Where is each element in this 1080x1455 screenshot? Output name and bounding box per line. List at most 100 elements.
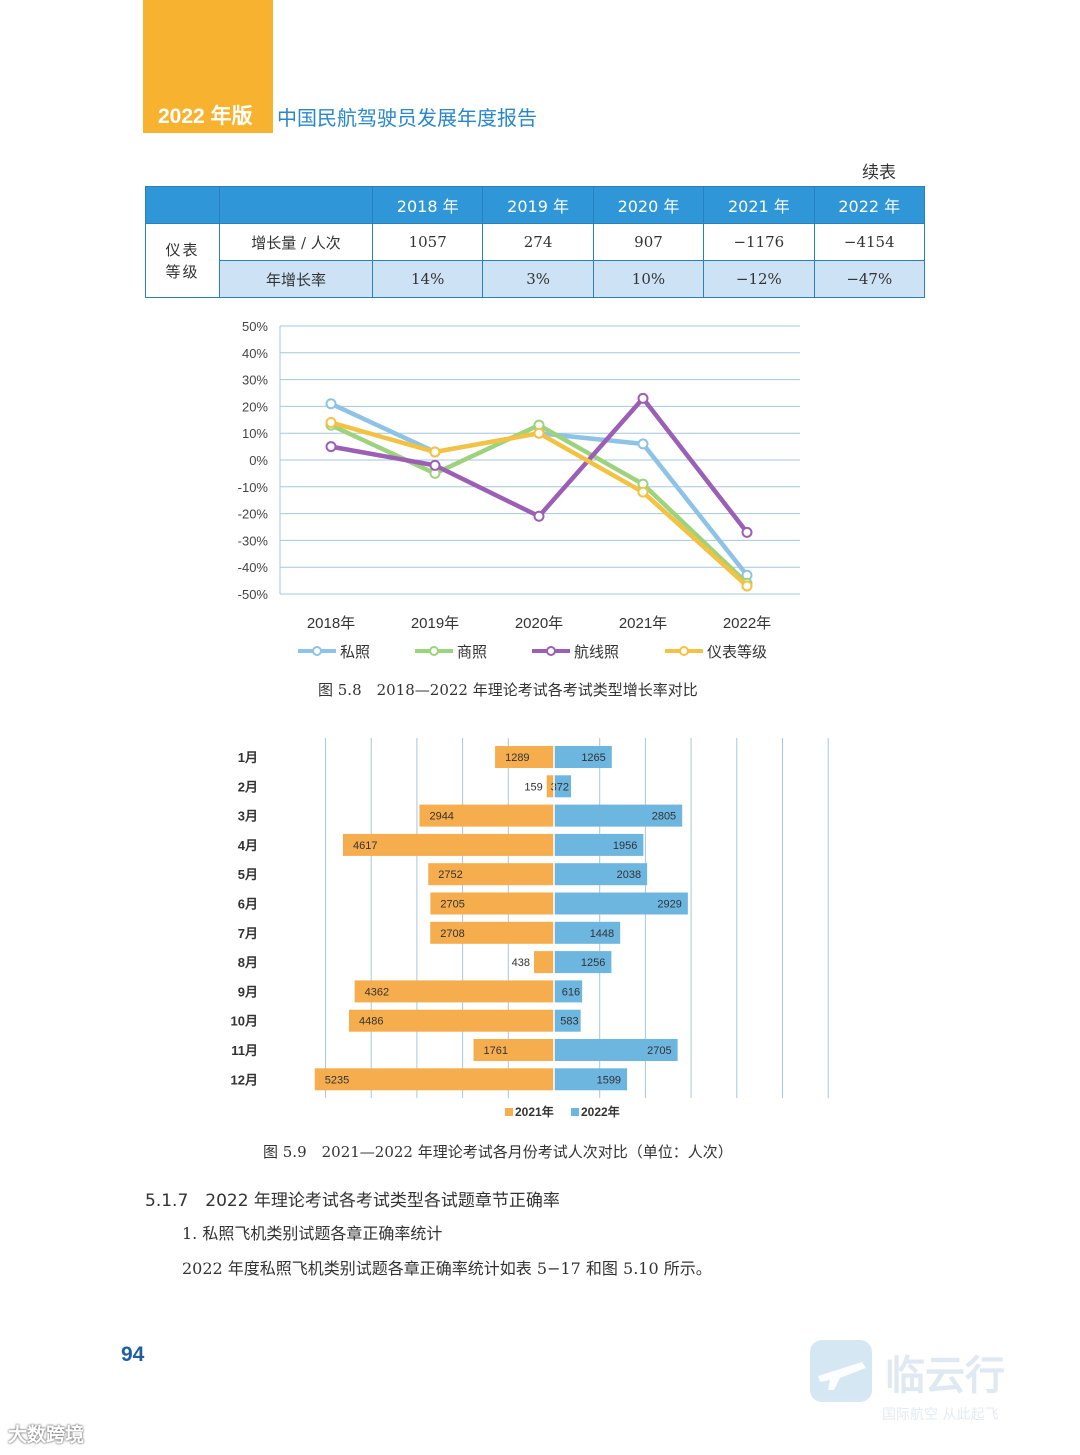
data-label-2021: 1761	[484, 1045, 508, 1057]
data-point	[533, 510, 545, 522]
bar-2021	[473, 1039, 554, 1061]
legend-marker	[429, 646, 439, 656]
watermark-plane-icon	[810, 1340, 872, 1402]
report-title: 中国民航驾驶员发展年度报告	[277, 106, 537, 130]
bar-2022	[554, 1009, 581, 1032]
data-label-2022: 1448	[590, 928, 614, 940]
data-label-2022: 2038	[617, 869, 641, 881]
monthly-exam-bar-chart: 1月 1289 1265 2月 159 372 3月 2944 2805 4月 4617 1956 5月…	[231, 738, 829, 1119]
bar-2021	[428, 863, 554, 886]
data-label-2021: 2944	[429, 811, 453, 823]
month-label: 11月	[231, 1043, 258, 1058]
table-header-cell: 2021 年	[703, 186, 815, 224]
bar-2021	[354, 980, 554, 1003]
x-tick-label: 2021年	[619, 615, 667, 632]
table-header-cell	[145, 186, 220, 224]
x-tick-label: 2020年	[515, 615, 563, 632]
bar-2022	[554, 863, 648, 886]
month-label: 4月	[238, 838, 258, 853]
table-cell: 1057	[371, 223, 484, 261]
bar-2022	[554, 892, 688, 915]
table-cell: −1176	[703, 223, 815, 261]
table-header-cell: 2020 年	[592, 186, 705, 224]
data-label-2022: 1265	[581, 752, 605, 764]
month-label: 12月	[231, 1072, 258, 1087]
month-label: 7月	[238, 926, 258, 941]
data-label-2022: 2929	[657, 899, 681, 911]
figure-5-8-caption: 图 5.8 2018—2022 年理论考试各考试类型增长率对比	[318, 681, 698, 699]
data-point	[325, 398, 337, 410]
page-number: 94	[121, 1343, 145, 1366]
watermark-brand-sub: 国际航空 从此起飞	[882, 1407, 999, 1423]
y-tick-label: 0%	[249, 453, 268, 468]
data-point	[741, 526, 753, 538]
table-row: 年增长率 14% 3% 10% −12% −47%	[146, 260, 926, 298]
bar-2021	[343, 833, 554, 856]
y-tick-label: 10%	[242, 426, 268, 441]
section-heading: 5.1.7 2022 年理论考试各考试类型各试题章节正确率	[145, 1191, 560, 1211]
data-label-2021: 159	[524, 781, 542, 793]
y-tick-label: -10%	[238, 480, 269, 495]
bar-2022	[554, 804, 683, 827]
y-tick-label: -30%	[238, 533, 269, 548]
bar-2021	[430, 921, 554, 944]
bar-2022	[554, 921, 621, 944]
table-cell: 3%	[482, 260, 594, 298]
table-cell: 14%	[371, 260, 484, 298]
table-cell: 10%	[592, 260, 705, 298]
data-label-2022: 372	[551, 781, 569, 793]
legend-marker	[312, 646, 322, 656]
header-color-tab	[143, 0, 273, 133]
month-label: 2月	[238, 779, 258, 794]
month-label: 6月	[238, 897, 258, 912]
month-label: 9月	[238, 984, 258, 999]
legend-label: 2021年	[515, 1104, 554, 1119]
table-header-cell: 2019 年	[482, 186, 594, 224]
y-tick-label: -20%	[238, 507, 269, 522]
bar-2022	[554, 833, 644, 856]
table-cell: 907	[592, 223, 705, 261]
y-tick-label: 40%	[242, 346, 268, 361]
data-label-2021: 2752	[438, 869, 462, 881]
legend-marker	[546, 646, 556, 656]
y-tick-label: -40%	[238, 560, 269, 575]
data-label-2022: 1599	[597, 1074, 621, 1086]
data-point	[533, 427, 545, 439]
data-point	[325, 441, 337, 453]
data-label-2021: 5235	[325, 1074, 349, 1086]
bar-2022	[554, 1068, 628, 1091]
data-label-2022: 1256	[581, 957, 605, 969]
data-point	[325, 416, 337, 428]
table-cell: 274	[482, 223, 594, 261]
legend-label: 航线照	[574, 644, 619, 661]
bar-2021	[546, 775, 554, 798]
data-label-2021: 4617	[353, 840, 377, 852]
bar-2022	[554, 980, 583, 1003]
data-label-2021: 2708	[440, 928, 464, 940]
bar-2021	[430, 892, 554, 915]
table-cell: −12%	[703, 260, 815, 298]
legend-label: 2022年	[581, 1104, 620, 1119]
legend-swatch	[571, 1108, 579, 1116]
data-point	[637, 392, 649, 404]
data-label-2022: 2705	[647, 1045, 671, 1057]
row-label: 增长量 / 人次	[219, 223, 373, 261]
growth-table: 2018 年 2019 年 2020 年 2021 年 2022 年 仪表等级 …	[145, 186, 926, 298]
data-point	[637, 486, 649, 498]
bar-2022	[554, 951, 612, 974]
y-tick-label: 20%	[242, 399, 268, 414]
bar-2021	[348, 1009, 554, 1032]
data-point	[429, 446, 441, 458]
data-label-2021: 4362	[365, 986, 389, 998]
data-label-2021: 2705	[440, 899, 464, 911]
report-year: 2022 年版	[158, 105, 253, 128]
month-label: 10月	[231, 1014, 258, 1029]
bar-2021	[495, 746, 554, 768]
data-label-2022: 616	[562, 986, 580, 998]
table-header-cell	[219, 186, 373, 224]
month-label: 1月	[238, 750, 258, 765]
legend-marker	[679, 646, 689, 656]
watermark-brand: 临云行	[885, 1353, 1005, 1399]
growth-rate-line-chart: 50% 40% 30% 20% 10% 0% -10% -20% -30% -40% -50% 201…	[238, 319, 800, 661]
x-tick-label: 2019年	[411, 615, 459, 632]
